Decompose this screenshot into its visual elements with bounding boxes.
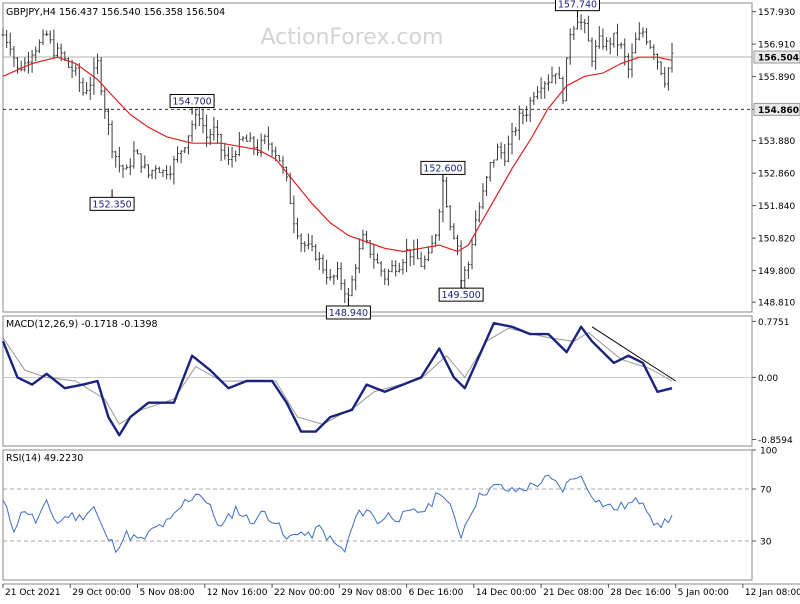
x-tick-label: 5 Nov 08:00	[140, 588, 195, 598]
price-panel-title: GBPJPY,H4 156.437 156.540 156.358 156.50…	[6, 7, 225, 18]
annotation-box	[169, 93, 215, 108]
macd-panel-frame	[2, 315, 753, 447]
price-y-tick-label: 156.910	[758, 41, 795, 51]
rsi-y-tick-label: 100	[760, 447, 777, 457]
annotation-label: 157.740	[558, 0, 597, 11]
x-tick-label: 28 Dec 16:00	[610, 588, 671, 598]
x-tick-label: 5 Jan 00:00	[678, 588, 730, 598]
rsi-panel-title: RSI(14) 49.2230	[6, 453, 83, 464]
price-y-tick-label: 148.810	[758, 299, 795, 309]
x-tick-label: 6 Dec 16:00	[409, 588, 464, 598]
annotation-label: 152.350	[92, 199, 131, 210]
price-panel-frame	[2, 2, 753, 313]
rsi-y-tick-label: 70	[760, 486, 772, 496]
price-tag-box	[753, 50, 800, 64]
price-y-tick-label: 152.860	[758, 170, 795, 180]
x-tick-label: 12 Nov 16:00	[207, 588, 268, 598]
rsi-line	[2, 474, 673, 554]
price-tag-label: 156.504	[758, 54, 799, 64]
price-y-tick-label: 149.800	[758, 267, 795, 277]
price-y-tick-label: 153.880	[758, 137, 795, 147]
price-y-tick-label: 157.930	[758, 8, 795, 18]
macd-y-tick-label: 0.7751	[758, 318, 790, 328]
macd-panel-title: MACD(12,26,9) -0.1718 -0.1398	[6, 319, 158, 330]
macd-y-tick-label: 0.00	[758, 374, 778, 384]
price-y-tick-label: 150.820	[758, 235, 795, 245]
price-y-tick-label: 155.890	[758, 73, 795, 83]
moving-average-line	[2, 56, 673, 253]
x-tick-label: 14 Dec 00:00	[476, 588, 537, 598]
x-tick-label: 21 Dec 08:00	[543, 588, 604, 598]
annotation-box	[420, 160, 466, 175]
annotation-label: 152.600	[423, 163, 462, 174]
x-tick-label: 29 Nov 08:00	[341, 588, 402, 598]
x-tick-label: 12 Jan 08:00	[745, 588, 800, 598]
x-tick-label: 21 Oct 2021	[5, 588, 61, 598]
x-tick-label: 29 Oct 00:00	[72, 588, 131, 598]
annotation-box	[325, 305, 371, 320]
annotation-box	[438, 287, 484, 302]
annotation-label: 154.700	[172, 96, 211, 107]
rsi-panel-frame	[2, 449, 753, 581]
macd-trendline	[591, 326, 676, 382]
macd-line	[1, 322, 673, 437]
annotation-box	[89, 196, 135, 211]
annotation-label: 148.940	[329, 308, 368, 319]
support-tag-label: 154.860	[758, 106, 799, 116]
price-y-tick-label: 151.840	[758, 202, 795, 212]
annotation-label: 149.500	[441, 290, 480, 301]
support-tag-box	[753, 102, 800, 116]
macd-y-tick-label: -0.8594	[758, 436, 793, 446]
rsi-y-tick-label: 30	[760, 538, 772, 548]
watermark: ActionForex.com	[261, 25, 444, 50]
annotation-box	[554, 0, 600, 12]
x-tick-label: 22 Nov 00:00	[274, 588, 335, 598]
